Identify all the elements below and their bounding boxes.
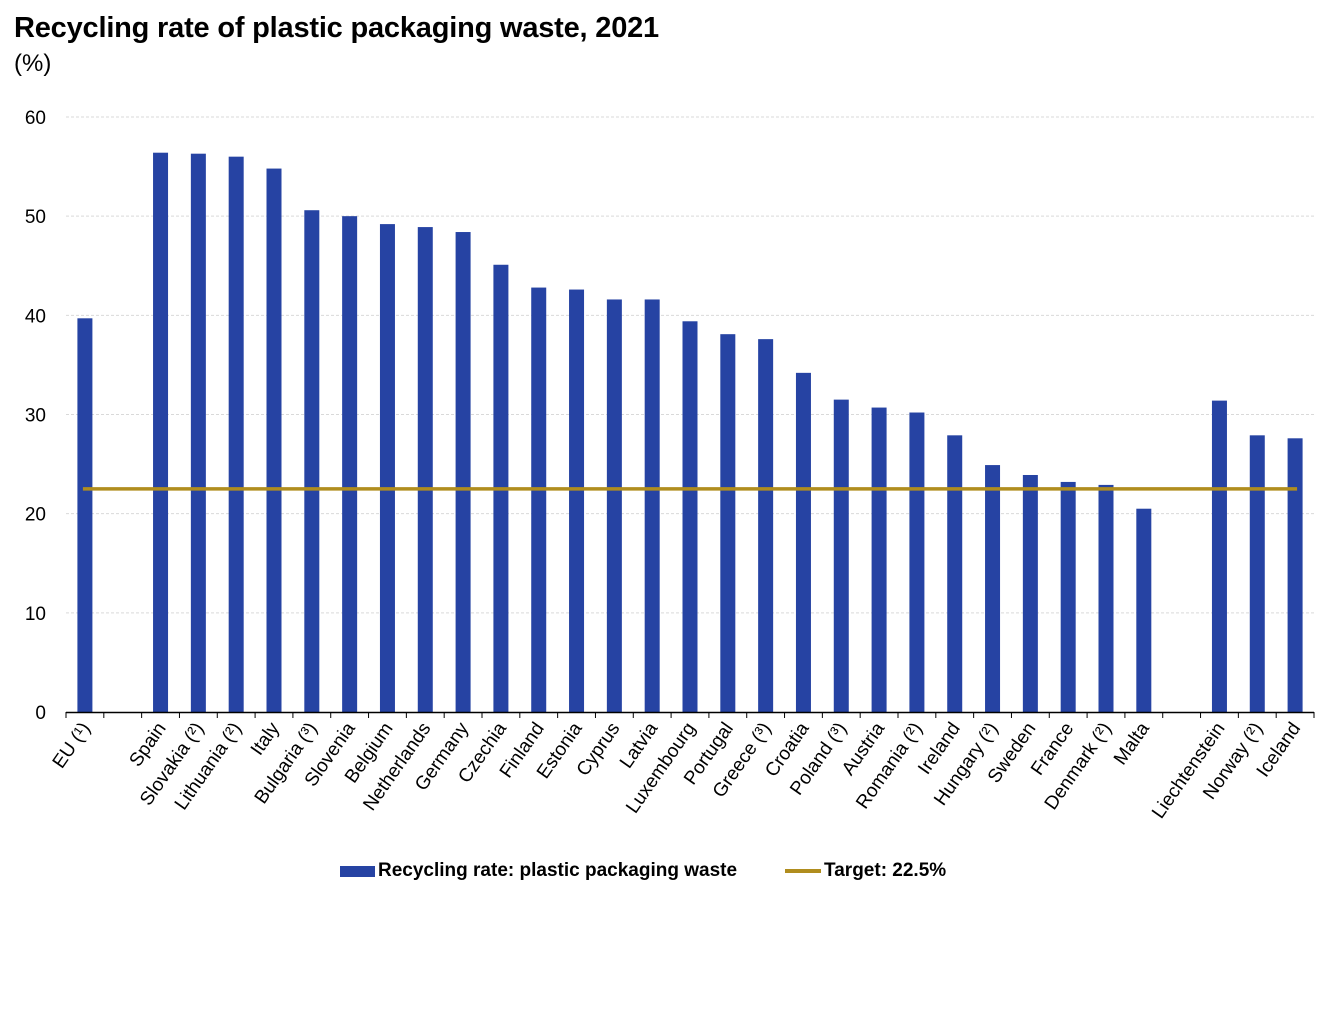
bar[interactable] <box>795 372 811 712</box>
y-tick-label: 30 <box>25 406 46 427</box>
legend-bars-label: Recycling rate: plastic packaging waste <box>378 860 738 881</box>
bar[interactable] <box>1022 474 1038 712</box>
bar[interactable] <box>190 153 206 713</box>
y-axis-ticks: 0 10 20 30 40 50 60 <box>25 108 46 724</box>
bar[interactable] <box>417 227 433 712</box>
x-axis <box>65 711 1315 718</box>
y-tick-label: 50 <box>25 207 46 228</box>
x-tick-label: Malta <box>1110 718 1154 768</box>
bar[interactable] <box>1098 484 1114 712</box>
bar[interactable] <box>304 210 320 712</box>
bar[interactable] <box>871 407 887 712</box>
bar[interactable] <box>77 318 93 712</box>
bar[interactable] <box>682 321 698 712</box>
bar[interactable] <box>833 399 849 712</box>
bar[interactable] <box>379 224 395 712</box>
bar[interactable] <box>909 412 925 712</box>
x-tick-label: EU (¹) <box>49 719 95 773</box>
chart-title: Recycling rate of plastic packaging wast… <box>14 12 659 44</box>
bar[interactable] <box>1211 400 1227 712</box>
bar[interactable] <box>1136 508 1152 712</box>
chart-unit-label: (%) <box>14 50 52 77</box>
bar[interactable] <box>985 465 1001 712</box>
bar[interactable] <box>342 216 358 712</box>
bar[interactable] <box>569 289 585 712</box>
bar[interactable] <box>720 334 736 712</box>
legend-target-label: Target: 22.5% <box>824 860 947 881</box>
legend-item-target[interactable]: Target: 22.5% <box>785 860 946 882</box>
bar[interactable] <box>531 287 547 712</box>
bar[interactable] <box>1060 481 1076 712</box>
bar[interactable] <box>644 299 660 712</box>
legend-target-swatch <box>785 869 822 873</box>
bar[interactable] <box>228 156 244 712</box>
bar[interactable] <box>153 152 169 712</box>
bar[interactable] <box>1249 435 1265 712</box>
y-tick-label: 20 <box>25 505 46 526</box>
bar[interactable] <box>606 299 622 712</box>
legend: Recycling rate: plastic packaging waste … <box>340 860 946 882</box>
bar-series <box>77 152 1303 713</box>
y-tick-label: 40 <box>25 306 46 327</box>
legend-item-bars[interactable]: Recycling rate: plastic packaging waste <box>340 860 737 882</box>
y-tick-label: 10 <box>25 604 46 625</box>
bar[interactable] <box>947 435 963 712</box>
bar[interactable] <box>266 168 282 713</box>
bar[interactable] <box>1287 438 1303 712</box>
y-tick-label: 0 <box>35 703 46 724</box>
bar[interactable] <box>455 232 471 713</box>
y-tick-label: 60 <box>25 108 46 129</box>
legend-bar-swatch <box>340 865 375 877</box>
bar[interactable] <box>758 339 774 712</box>
x-tick-label: Italy <box>247 718 284 759</box>
